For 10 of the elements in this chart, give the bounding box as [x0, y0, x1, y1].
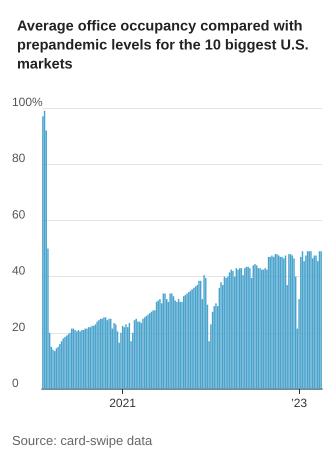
y-tick-label: 20 [12, 320, 26, 334]
x-tick-label: 2021 [109, 396, 136, 410]
y-tick-label: 80 [12, 151, 26, 166]
y-tick-label: 100% [12, 95, 44, 109]
x-tick-label: ’23 [291, 396, 308, 410]
y-tick-label: 0 [12, 376, 19, 390]
y-tick-label: 60 [12, 207, 26, 222]
source-note: Source: card-swipe data [12, 433, 153, 448]
y-tick-label: 40 [12, 264, 26, 278]
chart-title: Average office occupancy compared with prepandemic levels for the 10 biggest U.S. markets [17, 18, 313, 72]
